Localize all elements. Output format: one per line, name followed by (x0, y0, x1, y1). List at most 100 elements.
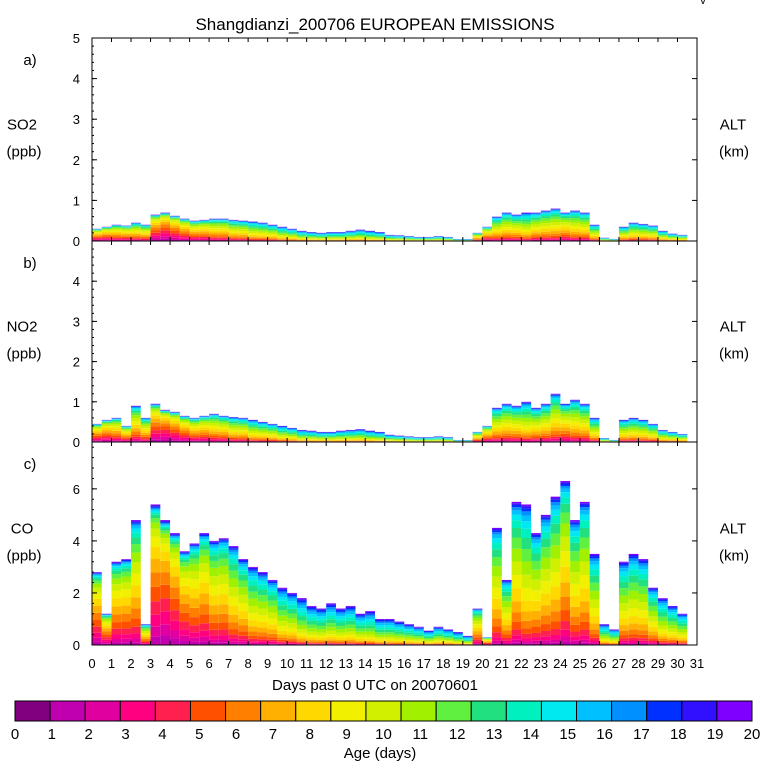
bar-segment (160, 538, 170, 544)
y-tick-label: 0 (73, 638, 80, 653)
bar-segment (512, 440, 522, 441)
bar-segment (473, 441, 483, 442)
bar-segment (316, 622, 326, 625)
bar-segment (521, 404, 531, 405)
bar-segment (112, 635, 122, 640)
bar-segment (112, 237, 122, 238)
bar-segment (512, 507, 522, 510)
bar-segment (560, 436, 570, 438)
x-tick-label: 1 (108, 656, 115, 671)
bar-segment (258, 234, 268, 236)
bar-segment (326, 607, 336, 609)
bar-segment (492, 535, 502, 539)
bar-segment (590, 616, 600, 623)
bar-segment (297, 439, 307, 440)
bar-segment (599, 640, 609, 641)
bar-segment (102, 237, 112, 238)
bar-segment (336, 636, 346, 638)
bar-segment (131, 633, 141, 638)
alt-label: ALT (720, 318, 746, 335)
bar-segment (434, 630, 444, 631)
bar-segment (287, 431, 297, 432)
bar-segment (355, 232, 365, 233)
bar-segment (131, 562, 141, 573)
bar-segment (180, 428, 190, 431)
bar-segment (209, 421, 219, 423)
bar-segment (190, 544, 200, 545)
x-axis-label: Days past 0 UTC on 20070601 (272, 677, 478, 694)
bar-segment (453, 636, 463, 637)
bar-segment (355, 623, 365, 626)
bar-segment (677, 617, 687, 619)
bar-segment (658, 433, 668, 434)
bar-segment (131, 437, 141, 439)
bar-segment (385, 632, 395, 634)
bar-segment (180, 419, 190, 420)
bar-segment (512, 635, 522, 639)
bar-segment (336, 616, 346, 619)
bar-segment (492, 632, 502, 637)
bar-segment (258, 424, 268, 425)
bar-segment (307, 237, 317, 238)
bar-segment (355, 234, 365, 235)
bar-segment (473, 239, 483, 240)
bar-segment (199, 535, 209, 536)
bar-segment (424, 635, 434, 636)
bar-segment (609, 632, 619, 633)
bar-segment (160, 544, 170, 552)
bar-segment (551, 621, 561, 629)
bar-segment (326, 239, 336, 240)
bar-segment (248, 632, 258, 636)
bar-segment (258, 239, 268, 240)
bar-segment (648, 588, 658, 589)
colorbar-tick-label: 16 (596, 726, 613, 743)
bar-segment (346, 638, 356, 640)
bar-segment (677, 237, 687, 238)
bar-segment (258, 430, 268, 432)
bar-segment (502, 218, 512, 220)
bar-segment (473, 437, 483, 438)
bar-segment (638, 240, 648, 241)
bar-segment (551, 396, 561, 397)
bar-segment (151, 547, 161, 559)
bar-stack (570, 520, 580, 645)
bar-segment (268, 642, 278, 643)
bar-segment (365, 625, 375, 628)
bar-segment (355, 440, 365, 441)
bar-segment (180, 604, 190, 613)
bar-segment (238, 222, 248, 223)
so2-bars (92, 209, 687, 241)
bar-segment (199, 229, 209, 231)
bar-segment (297, 601, 307, 603)
bar-segment (512, 411, 522, 413)
bar-segment (375, 436, 385, 437)
bar-stack (677, 614, 687, 645)
bar-segment (560, 238, 570, 239)
bar-segment (551, 217, 561, 220)
bar-segment (375, 235, 385, 236)
bar-segment (248, 235, 258, 237)
bar-segment (151, 537, 161, 547)
unit-label: (ppb) (6, 143, 41, 160)
bar-segment (590, 642, 600, 643)
bar-segment (355, 644, 365, 645)
bar-segment (668, 436, 678, 437)
bar-segment (199, 418, 209, 419)
bar-segment (638, 641, 648, 643)
bar-segment (570, 417, 580, 421)
bar-segment (307, 640, 317, 642)
bar-segment (258, 641, 268, 643)
bar-segment (638, 618, 648, 625)
bar-segment (277, 597, 287, 601)
bar-segment (668, 644, 678, 645)
bar-segment (512, 407, 522, 408)
bar-segment (336, 434, 346, 435)
bar-stack (307, 232, 317, 241)
bar-segment (482, 236, 492, 237)
bar-segment (131, 409, 141, 410)
bar-stack (258, 223, 268, 241)
bar-stack (160, 213, 170, 241)
bar-segment (336, 432, 346, 433)
bar-segment (268, 637, 278, 640)
bar-segment (629, 608, 639, 616)
